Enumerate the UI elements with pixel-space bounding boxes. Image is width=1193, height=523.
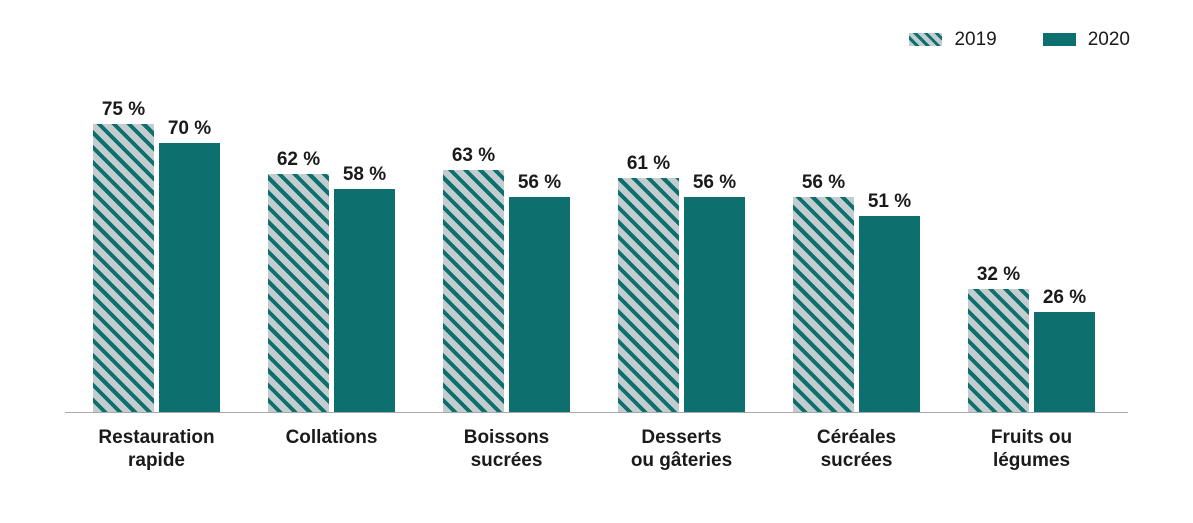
bar-value-label: 56 % (801, 172, 846, 193)
category-labels: Restauration rapide Collations Boissons su… (65, 427, 1128, 472)
bar-group: 56 % 51 % (793, 173, 920, 412)
bar-group: 63 % 56 % (443, 146, 570, 412)
bar-value-label: 63 % (451, 145, 496, 166)
bar-column-2020: 70 % (159, 119, 220, 412)
bar-2019 (93, 124, 154, 412)
bar-value-label: 62 % (276, 149, 321, 170)
bar-2019 (443, 170, 504, 412)
bar-value-label: 70 % (167, 118, 212, 139)
bar-value-label: 51 % (867, 191, 912, 212)
bar-group: 75 % 70 % (93, 100, 220, 412)
bar-2020 (509, 197, 570, 412)
bar-2020 (1034, 312, 1095, 412)
bar-column-2020: 56 % (509, 173, 570, 412)
bar-value-label: 75 % (101, 99, 146, 120)
bar-column-2020: 26 % (1034, 288, 1095, 412)
bar-column-2019: 63 % (443, 146, 504, 412)
bar-group: 61 % 56 % (618, 154, 745, 412)
bar-column-2019: 75 % (93, 100, 154, 412)
legend-item-2020: 2020 (1042, 29, 1130, 50)
bar-2020 (859, 216, 920, 412)
category-label: Collations (285, 427, 378, 448)
bar-2019 (268, 174, 329, 412)
bar-value-label: 26 % (1042, 287, 1087, 308)
bar-column-2019: 32 % (968, 265, 1029, 412)
bar-column-2020: 51 % (859, 192, 920, 412)
bar-2019 (968, 289, 1029, 412)
legend-swatch-2020-solid (1042, 33, 1076, 46)
category-label: Desserts ou gâteries (630, 427, 733, 471)
bar-value-label: 56 % (692, 172, 737, 193)
bar-column-2020: 58 % (334, 165, 395, 412)
bar-column-2020: 56 % (684, 173, 745, 412)
category-label: Boissons sucrées (463, 427, 550, 471)
plot-area: 75 % 70 % 62 % 58 % 63 % 56 % 61 % 56 % 56 % 51 %… (65, 0, 1128, 413)
bar-group: 32 % 26 % (968, 265, 1095, 412)
category-label: Restauration rapide (98, 427, 215, 471)
legend-swatch-2019-hatched (909, 33, 943, 46)
category-label: Fruits ou légumes (990, 427, 1073, 471)
bar-2020 (159, 143, 220, 412)
bar-column-2019: 56 % (793, 173, 854, 412)
legend-label-2019: 2019 (954, 29, 997, 50)
bar-value-label: 56 % (517, 172, 562, 193)
bar-2020 (334, 189, 395, 412)
bar-2019 (793, 197, 854, 412)
legend-item-2019: 2019 (909, 29, 997, 50)
chart-legend: 2019 2020 (909, 30, 1130, 49)
bar-group: 62 % 58 % (268, 150, 395, 412)
bar-2019 (618, 178, 679, 412)
legend-label-2020: 2020 (1087, 29, 1130, 50)
category-label: Céréales sucrées (816, 427, 897, 471)
bar-2020 (684, 197, 745, 412)
bar-value-label: 32 % (976, 264, 1021, 285)
bar-value-label: 61 % (626, 153, 671, 174)
bar-column-2019: 61 % (618, 154, 679, 412)
bar-value-label: 58 % (342, 164, 387, 185)
bar-column-2019: 62 % (268, 150, 329, 412)
